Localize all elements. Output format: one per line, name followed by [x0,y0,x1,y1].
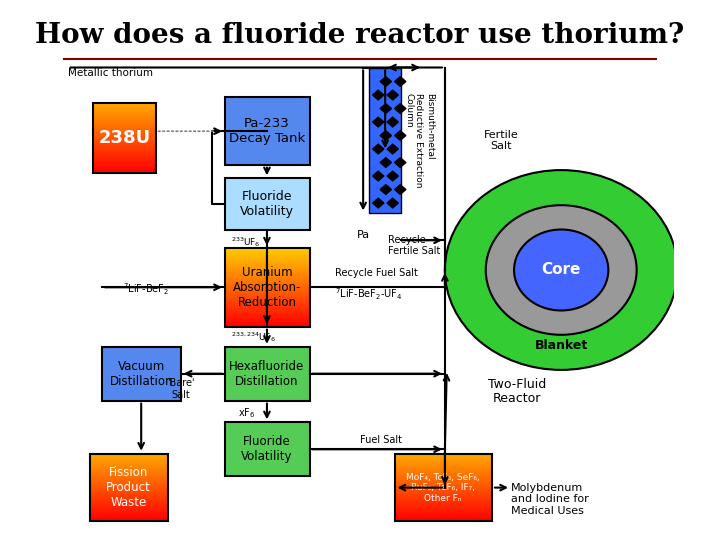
Bar [395,454,492,521]
FancyBboxPatch shape [102,347,181,401]
Text: Fission
Product
Waste: Fission Product Waste [107,465,151,509]
Text: Fertile
Salt: Fertile Salt [484,130,519,151]
Text: Vacuum
Distillation: Vacuum Distillation [109,360,173,388]
Text: How does a fluoride reactor use thorium?: How does a fluoride reactor use thorium? [35,22,685,49]
FancyBboxPatch shape [225,97,310,165]
Polygon shape [387,90,398,100]
Text: Molybdenum
and Iodine for
Medical Uses: Molybdenum and Iodine for Medical Uses [511,483,589,516]
FancyBboxPatch shape [225,422,310,476]
Polygon shape [380,185,392,194]
Text: $^7$LiF-BeF$_2$-UF$_4$: $^7$LiF-BeF$_2$-UF$_4$ [335,287,402,302]
FancyBboxPatch shape [369,68,401,213]
Bar [93,103,156,173]
FancyBboxPatch shape [225,347,310,401]
Polygon shape [395,131,406,140]
Text: Bismuth-metal
Reductive Extraction
Column: Bismuth-metal Reductive Extraction Colum… [404,93,434,187]
Polygon shape [387,198,398,208]
Text: Recycle Fuel Salt: Recycle Fuel Salt [335,268,418,278]
Polygon shape [372,198,384,208]
Bar [89,454,168,521]
Polygon shape [395,77,406,86]
Text: MoF₄, TcF₅, SeF₆,
RuF₅, TeF₆, IF₇,
Other Fₙ: MoF₄, TcF₅, SeF₆, RuF₅, TeF₆, IF₇, Other… [406,472,480,503]
Text: Pa-233
Decay Tank: Pa-233 Decay Tank [229,117,305,145]
Text: Uranium
Absorption-
Reduction: Uranium Absorption- Reduction [233,266,301,309]
Polygon shape [387,144,398,154]
FancyBboxPatch shape [225,178,310,230]
Polygon shape [395,104,406,113]
Text: xF$_6$: xF$_6$ [238,406,256,420]
Text: Two-Fluid
Reactor: Two-Fluid Reactor [488,377,546,406]
Text: Pa: Pa [356,230,369,240]
Polygon shape [372,144,384,154]
Circle shape [486,205,636,335]
Text: $^{233}$UF$_6$: $^{233}$UF$_6$ [231,235,261,249]
Text: Recycle
Fertile Salt: Recycle Fertile Salt [388,235,441,256]
Polygon shape [372,171,384,181]
Polygon shape [372,90,384,100]
Circle shape [445,170,678,370]
Text: Core: Core [541,262,581,278]
Text: Fuel Salt: Fuel Salt [360,435,402,445]
Text: Hexafluoride
Distillation: Hexafluoride Distillation [229,360,305,388]
Bar [225,248,310,327]
Circle shape [514,230,608,310]
Text: Metallic thorium: Metallic thorium [68,68,153,78]
Text: 238U: 238U [98,129,150,147]
Polygon shape [380,158,392,167]
Polygon shape [387,117,398,127]
Text: Fluoride
Volatility: Fluoride Volatility [241,435,293,463]
Polygon shape [380,77,392,86]
Text: Fluoride
Volatility: Fluoride Volatility [240,190,294,218]
Text: $^{233,234}$UF$_6$: $^{233,234}$UF$_6$ [231,330,276,345]
Polygon shape [387,171,398,181]
Text: Blanket: Blanket [534,339,588,352]
Polygon shape [380,131,392,140]
Text: 'Bare'
Salt: 'Bare' Salt [167,378,194,400]
Polygon shape [395,158,406,167]
Polygon shape [395,185,406,194]
Polygon shape [372,117,384,127]
Text: $^7$LiF-BeF$_2$: $^7$LiF-BeF$_2$ [123,281,169,296]
Polygon shape [380,104,392,113]
